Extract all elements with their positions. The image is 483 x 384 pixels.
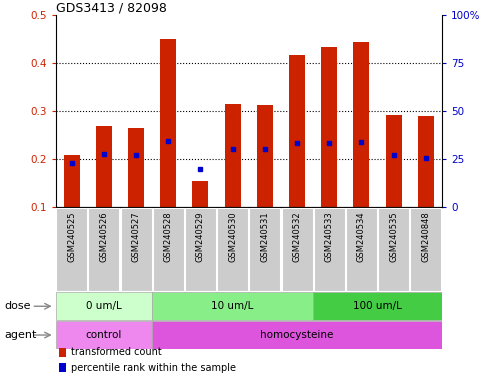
FancyBboxPatch shape (217, 208, 248, 291)
Bar (59, 348, 66, 357)
Text: dose: dose (5, 301, 31, 311)
Text: GSM240534: GSM240534 (357, 212, 366, 262)
Bar (96, 126, 112, 207)
FancyBboxPatch shape (378, 208, 409, 291)
FancyBboxPatch shape (185, 208, 216, 291)
Text: 0 um/L: 0 um/L (86, 301, 122, 311)
FancyBboxPatch shape (346, 208, 377, 291)
Bar (59, 363, 66, 372)
Text: homocysteine: homocysteine (260, 330, 334, 340)
FancyBboxPatch shape (56, 321, 152, 349)
Text: GDS3413 / 82098: GDS3413 / 82098 (56, 1, 167, 14)
FancyBboxPatch shape (153, 208, 184, 291)
FancyBboxPatch shape (152, 321, 442, 349)
FancyBboxPatch shape (249, 208, 280, 291)
Bar (160, 40, 176, 207)
Bar (418, 116, 434, 207)
Bar (385, 115, 402, 207)
FancyBboxPatch shape (121, 208, 152, 291)
Text: 10 um/L: 10 um/L (212, 301, 254, 311)
FancyBboxPatch shape (411, 208, 441, 291)
Text: GSM240535: GSM240535 (389, 212, 398, 262)
FancyBboxPatch shape (282, 208, 313, 291)
Text: GSM240527: GSM240527 (131, 212, 141, 262)
Text: GSM240533: GSM240533 (325, 212, 334, 262)
FancyBboxPatch shape (314, 208, 345, 291)
Text: control: control (85, 330, 122, 340)
Text: GSM240532: GSM240532 (293, 212, 301, 262)
Text: GSM240530: GSM240530 (228, 212, 237, 262)
Text: transformed count: transformed count (71, 348, 162, 358)
Bar (225, 104, 241, 207)
FancyBboxPatch shape (56, 208, 87, 291)
Text: 100 um/L: 100 um/L (353, 301, 402, 311)
Text: GSM240848: GSM240848 (421, 212, 430, 262)
Bar (64, 155, 80, 207)
Text: GSM240526: GSM240526 (99, 212, 108, 262)
Bar (257, 105, 273, 207)
Text: GSM240528: GSM240528 (164, 212, 173, 262)
Text: GSM240525: GSM240525 (67, 212, 76, 262)
Text: percentile rank within the sample: percentile rank within the sample (71, 362, 236, 372)
Bar (128, 128, 144, 207)
Bar (354, 42, 369, 207)
FancyBboxPatch shape (88, 208, 119, 291)
FancyBboxPatch shape (152, 293, 313, 320)
Text: GSM240529: GSM240529 (196, 212, 205, 262)
Bar (289, 55, 305, 207)
Bar (192, 181, 209, 207)
FancyBboxPatch shape (313, 293, 442, 320)
Text: agent: agent (5, 330, 37, 340)
FancyBboxPatch shape (56, 293, 152, 320)
Text: GSM240531: GSM240531 (260, 212, 270, 262)
Bar (321, 46, 337, 207)
